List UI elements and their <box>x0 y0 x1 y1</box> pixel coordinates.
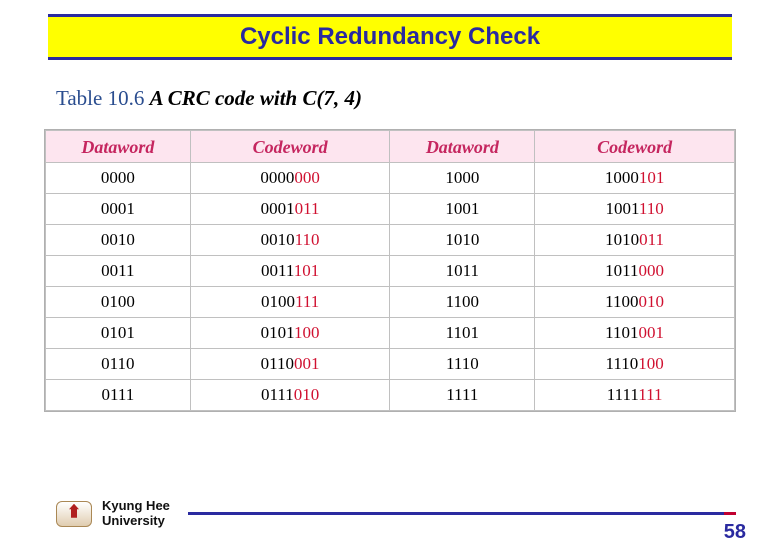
table-row: 0011001110110111011000 <box>46 256 735 287</box>
cell-dataword: 1111 <box>390 380 535 411</box>
cell-dataword: 1110 <box>390 349 535 380</box>
table-row: 0111011101011111111111 <box>46 380 735 411</box>
cell-codeword: 0110001 <box>190 349 390 380</box>
table-row: 0110011000111101110100 <box>46 349 735 380</box>
cell-codeword: 0000000 <box>190 163 390 194</box>
footer-rule-accent <box>724 512 736 515</box>
cell-codeword: 1011000 <box>535 256 735 287</box>
cell-codeword: 1000101 <box>535 163 735 194</box>
university-logo-icon <box>56 501 92 527</box>
page-number: 58 <box>724 521 746 544</box>
cell-dataword: 0010 <box>46 225 191 256</box>
cell-codeword: 0101100 <box>190 318 390 349</box>
cell-codeword: 1110100 <box>535 349 735 380</box>
cell-dataword: 1011 <box>390 256 535 287</box>
cell-codeword: 0100111 <box>190 287 390 318</box>
cell-codeword: 1100010 <box>535 287 735 318</box>
cell-dataword: 0111 <box>46 380 191 411</box>
university-name: Kyung Hee University <box>102 499 170 528</box>
cell-dataword: 0100 <box>46 287 191 318</box>
cell-dataword: 0001 <box>46 194 191 225</box>
table-caption: Table 10.6 A CRC code with C(7, 4) <box>56 86 780 111</box>
cell-codeword: 0010110 <box>190 225 390 256</box>
crc-table-container: Dataword Codeword Dataword Codeword 0000… <box>44 129 736 412</box>
slide-title: Cyclic Redundancy Check <box>240 23 540 50</box>
table-header-row: Dataword Codeword Dataword Codeword <box>46 131 735 163</box>
cell-codeword: 1001110 <box>535 194 735 225</box>
cell-codeword: 1111111 <box>535 380 735 411</box>
table-row: 0001000101110011001110 <box>46 194 735 225</box>
col-dataword-2: Dataword <box>390 131 535 163</box>
caption-desc: A CRC code with C(7, 4) <box>150 86 362 110</box>
cell-dataword: 1001 <box>390 194 535 225</box>
cell-codeword: 1101001 <box>535 318 735 349</box>
cell-dataword: 0110 <box>46 349 191 380</box>
cell-dataword: 0000 <box>46 163 191 194</box>
col-dataword-1: Dataword <box>46 131 191 163</box>
slide-title-bar: Cyclic Redundancy Check <box>48 14 732 60</box>
table-row: 0000000000010001000101 <box>46 163 735 194</box>
table-row: 0010001011010101010011 <box>46 225 735 256</box>
table-row: 0101010110011011101001 <box>46 318 735 349</box>
cell-codeword: 0111010 <box>190 380 390 411</box>
university-line2: University <box>102 514 170 528</box>
cell-codeword: 1010011 <box>535 225 735 256</box>
cell-codeword: 0001011 <box>190 194 390 225</box>
cell-dataword: 1101 <box>390 318 535 349</box>
footer-rule <box>188 512 724 515</box>
slide-footer: Kyung Hee University <box>56 499 736 528</box>
university-line1: Kyung Hee <box>102 499 170 513</box>
cell-dataword: 0101 <box>46 318 191 349</box>
caption-lead: Table 10.6 <box>56 86 144 110</box>
col-codeword-2: Codeword <box>535 131 735 163</box>
cell-dataword: 1010 <box>390 225 535 256</box>
crc-table: Dataword Codeword Dataword Codeword 0000… <box>45 130 735 411</box>
table-body: 0000000000010001000101000100010111001100… <box>46 163 735 411</box>
col-codeword-1: Codeword <box>190 131 390 163</box>
cell-dataword: 1100 <box>390 287 535 318</box>
cell-dataword: 0011 <box>46 256 191 287</box>
table-row: 0100010011111001100010 <box>46 287 735 318</box>
cell-dataword: 1000 <box>390 163 535 194</box>
cell-codeword: 0011101 <box>190 256 390 287</box>
